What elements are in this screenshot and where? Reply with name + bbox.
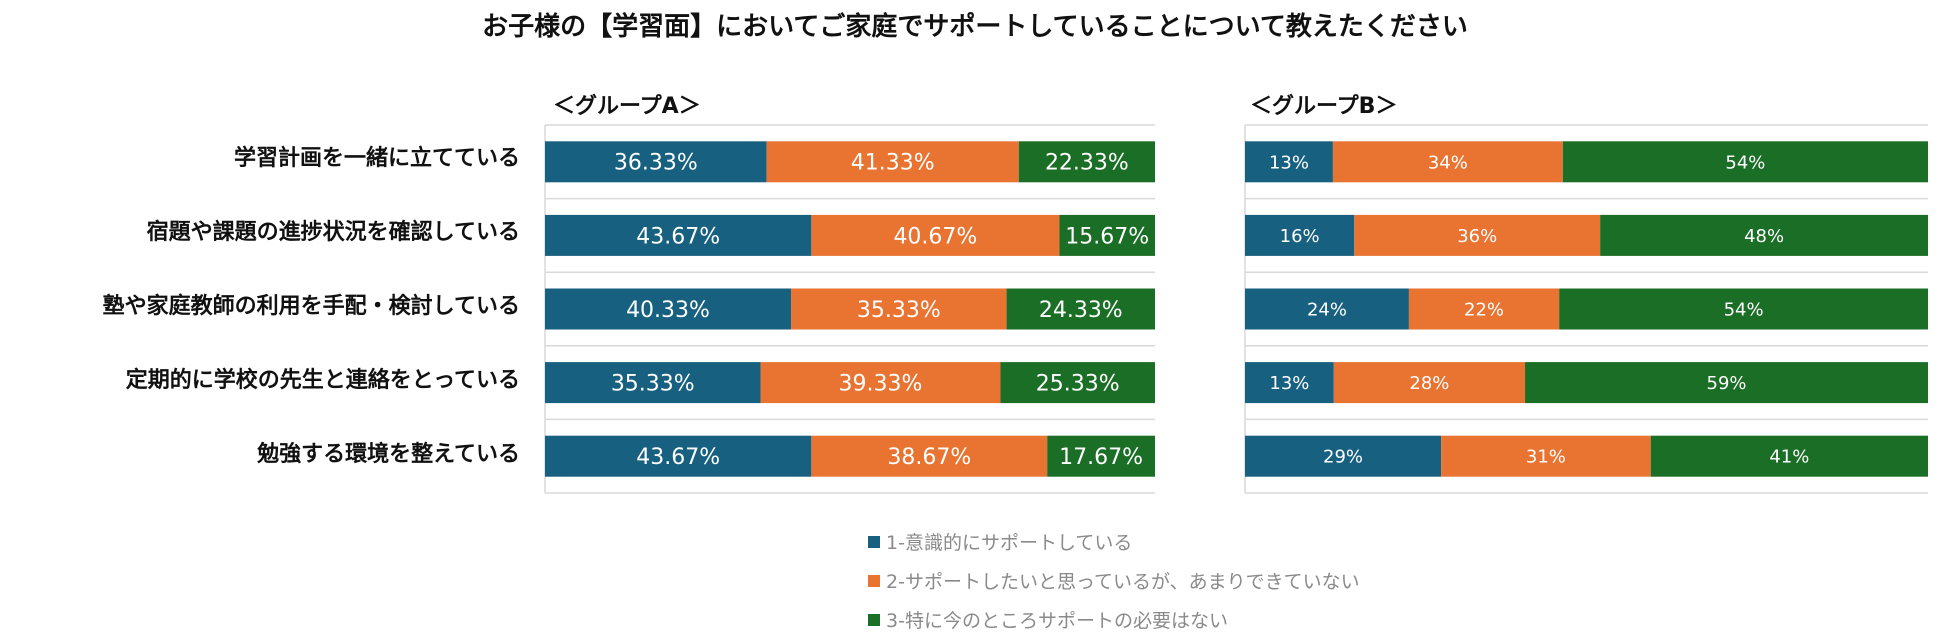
category-label-1: 宿題や課題の進捗状況を確認している bbox=[146, 220, 520, 245]
category-label-4: 勉強する環境を整えている bbox=[257, 442, 520, 467]
legend-item-2: 2-サポートしたいと思っているが、あまりできていない bbox=[868, 561, 1360, 600]
data-label: 59% bbox=[1707, 373, 1747, 394]
category-label-3: 定期的に学校の先生と連絡をとっている bbox=[125, 368, 520, 393]
panel-b: 13% 34% 54% 16% 36% 48% 24% 22% 54% 13% 28% 59% 29% 3… bbox=[1244, 124, 1928, 494]
data-label: 24% bbox=[1307, 299, 1347, 320]
data-label: 24.33% bbox=[1039, 298, 1123, 323]
data-label: 40.67% bbox=[893, 224, 977, 249]
bar-segment bbox=[811, 214, 1060, 256]
data-label: 13% bbox=[1269, 373, 1309, 394]
legend-label-1: 1-意識的にサポートしている bbox=[886, 532, 1133, 554]
legend-swatch-2 bbox=[868, 574, 880, 587]
bar-segment bbox=[1059, 214, 1155, 256]
legend-item-3: 3-特に今のところサポートの必要はない bbox=[868, 600, 1360, 639]
category-label-0: 学習計画を一緒に立てている bbox=[233, 146, 520, 171]
bar-segment bbox=[1333, 362, 1526, 404]
group-b-title: ＜グループB＞ bbox=[1250, 94, 1398, 119]
bar-segment bbox=[545, 288, 792, 330]
data-label: 17.67% bbox=[1059, 445, 1143, 470]
bar-segment bbox=[1245, 435, 1442, 477]
bar-segment bbox=[1562, 141, 1928, 183]
data-label: 31% bbox=[1526, 447, 1566, 468]
data-label: 40.33% bbox=[626, 298, 710, 323]
bar-segment bbox=[1650, 435, 1928, 477]
data-label: 38.67% bbox=[887, 445, 971, 470]
bar-segment bbox=[1559, 288, 1928, 330]
bar-segment bbox=[766, 141, 1019, 183]
data-label: 43.67% bbox=[636, 224, 720, 249]
bar-segment bbox=[1000, 362, 1155, 404]
bar-segment bbox=[1525, 362, 1928, 404]
legend-label-3: 3-特に今のところサポートの必要はない bbox=[886, 610, 1228, 632]
data-label: 22% bbox=[1464, 299, 1504, 320]
legend-swatch-3 bbox=[868, 613, 880, 626]
data-label: 36.33% bbox=[614, 151, 698, 176]
bar-segment bbox=[811, 435, 1048, 477]
data-label: 28% bbox=[1409, 373, 1449, 394]
bar-segment bbox=[1006, 288, 1155, 330]
category-label-2: 塾や家庭教師の利用を手配・検討している bbox=[102, 294, 520, 319]
bar-segment bbox=[545, 141, 767, 183]
data-label: 15.67% bbox=[1065, 224, 1149, 249]
bar-segment bbox=[1245, 288, 1409, 330]
bar-segment bbox=[1047, 435, 1155, 477]
data-label: 54% bbox=[1725, 152, 1765, 173]
data-label: 13% bbox=[1269, 152, 1309, 173]
bar-segment bbox=[1332, 141, 1563, 183]
data-label: 35.33% bbox=[611, 372, 695, 397]
legend-item-1: 1-意識的にサポートしている bbox=[868, 522, 1360, 561]
data-label: 22.33% bbox=[1045, 151, 1129, 176]
data-label: 36% bbox=[1457, 226, 1497, 247]
legend-swatch-1 bbox=[868, 535, 880, 548]
bar-segment bbox=[1245, 214, 1355, 256]
panel-a: 36.33% 41.33% 22.33% 43.67% 40.67% 15.67% 40.3… bbox=[544, 124, 1155, 494]
data-label: 29% bbox=[1323, 447, 1363, 468]
data-label: 25.33% bbox=[1036, 372, 1120, 397]
data-label: 16% bbox=[1280, 226, 1320, 247]
group-a-title: ＜グループA＞ bbox=[553, 94, 701, 119]
legend: 1-意識的にサポートしている 2-サポートしたいと思っているが、あまりできていな… bbox=[868, 522, 1360, 639]
legend-label-2: 2-サポートしたいと思っているが、あまりできていない bbox=[886, 571, 1360, 593]
bar-segment bbox=[1408, 288, 1560, 330]
bar-segment bbox=[545, 362, 761, 404]
bar-segment bbox=[545, 214, 812, 256]
bar-segment bbox=[760, 362, 1001, 404]
bar-segment bbox=[1441, 435, 1651, 477]
bar-segment bbox=[1354, 214, 1601, 256]
bar-segment bbox=[1018, 141, 1155, 183]
data-label: 48% bbox=[1744, 226, 1784, 247]
data-label: 34% bbox=[1428, 152, 1468, 173]
bar-segment bbox=[1245, 362, 1334, 404]
bar-segment bbox=[1600, 214, 1928, 256]
data-label: 43.67% bbox=[636, 445, 720, 470]
data-label: 41% bbox=[1769, 447, 1809, 468]
data-label: 41.33% bbox=[851, 151, 935, 176]
bar-segment bbox=[791, 288, 1007, 330]
chart-title: お子様の【学習面】においてご家庭でサポートしていることについて教えたください bbox=[482, 12, 1468, 42]
data-label: 35.33% bbox=[857, 298, 941, 323]
data-label: 54% bbox=[1724, 299, 1764, 320]
bar-segment bbox=[1245, 141, 1333, 183]
bar-segment bbox=[545, 435, 812, 477]
data-label: 39.33% bbox=[839, 372, 923, 397]
